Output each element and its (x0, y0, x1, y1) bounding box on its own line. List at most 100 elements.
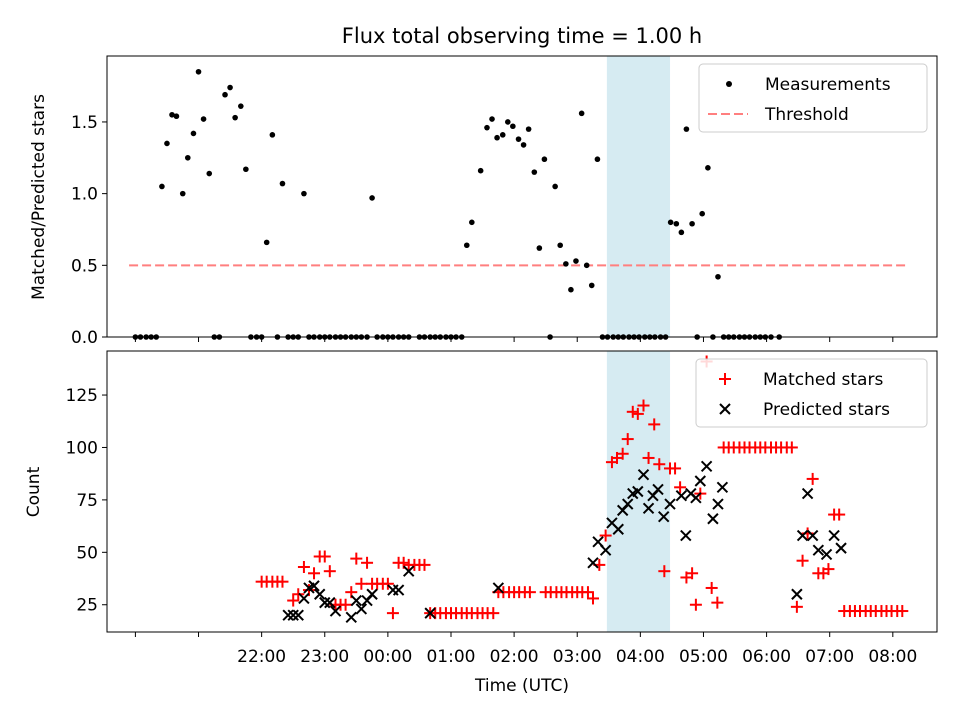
matched-star-point (785, 441, 798, 454)
measurement-point (531, 169, 538, 175)
matched-star-point (642, 451, 655, 464)
matched-star-point (616, 447, 629, 460)
measurement-point (699, 210, 706, 217)
ratio-y-label: Matched/Predicted stars (29, 94, 49, 300)
count-plot-frame (106, 350, 938, 633)
predicted-star-point (652, 483, 664, 496)
count-x-tick-label: 05:00 (679, 647, 728, 667)
matched-star-point (287, 594, 300, 607)
count-x-tick-label: 07:00 (805, 647, 854, 667)
matched-star-point (381, 577, 394, 590)
ratio-y-tick-label: 0.0 (71, 328, 98, 348)
count-y-tick-label: 75 (76, 491, 98, 511)
legend-threshold-label: Threshold (764, 105, 849, 125)
matched-star-point (523, 586, 536, 599)
matched-star-point (487, 607, 500, 620)
measurement-point (206, 170, 213, 177)
ratio-y-tick-label: 1.5 (71, 113, 98, 133)
measurement-point (369, 195, 375, 201)
ratio-plot-frame (106, 55, 938, 338)
chart-title: Flux total observing time = 1.00 h (342, 24, 702, 48)
predicted-star-point (820, 548, 833, 561)
measurement-point (504, 119, 511, 125)
matched-star-point (581, 586, 594, 599)
count-x-tick-label: 08:00 (868, 647, 917, 667)
legend-predicted-marker (719, 403, 731, 415)
predicted-star-point (587, 557, 599, 569)
matched-star-point (653, 458, 666, 471)
matched-star-point (790, 600, 803, 613)
predicted-star-point (345, 611, 357, 624)
predicted-star-point (806, 529, 819, 542)
predicted-star-points (282, 460, 847, 624)
count-x-tick-label: 04:00 (616, 647, 665, 667)
predicted-star-point (350, 594, 363, 607)
measurement-point (463, 242, 470, 249)
measurement-point (588, 282, 595, 289)
measurement-point (552, 183, 558, 190)
predicted-star-point (366, 588, 378, 600)
predicted-star-point (694, 475, 707, 487)
measurement-point (536, 245, 543, 251)
count-legend: Matched stars Predicted stars (695, 358, 928, 428)
count-x-tick-label: 01:00 (426, 647, 475, 667)
matched-star-point (796, 554, 809, 567)
predicted-star-point (492, 582, 505, 594)
predicted-star-point (707, 513, 719, 525)
matched-star-point (896, 605, 909, 618)
predicted-star-point (657, 510, 670, 523)
matched-star-point (626, 405, 639, 418)
predicted-star-point (700, 460, 713, 473)
measurement-point (667, 219, 674, 226)
measurement-point (190, 130, 197, 137)
matched-star-point (355, 577, 368, 590)
predicted-star-point (308, 580, 320, 592)
predicted-star-point (329, 605, 342, 617)
predicted-star-point (637, 469, 650, 481)
predicted-star-point (664, 498, 676, 510)
matched-star-point (658, 565, 671, 578)
measurement-point (689, 220, 695, 227)
ratio-y-tick-label: 0.5 (71, 256, 98, 276)
predicted-star-point (791, 588, 803, 600)
measurement-point (263, 239, 270, 246)
predicted-star-point (599, 544, 612, 556)
measurement-point (673, 220, 680, 227)
matched-star-point (631, 407, 644, 420)
measurement-point (499, 132, 506, 138)
predicted-star-point (632, 485, 644, 498)
matched-star-point (648, 418, 661, 431)
ratio-panel: Flux total observing time = 1.00 h 0.0 0.… (29, 24, 938, 348)
measurement-point (583, 262, 590, 269)
measurement-point (301, 190, 307, 197)
ratio-y-tick-label: 1.0 (71, 185, 98, 205)
matched-star-point (318, 550, 331, 563)
matched-star-point (418, 558, 431, 571)
matched-star-point (686, 567, 699, 580)
legend-predicted-label: Predicted stars (763, 400, 890, 420)
matched-star-point (350, 552, 363, 565)
observing-window-span (606, 56, 671, 337)
count-x-tick-label: 00:00 (363, 647, 412, 667)
predicted-star-point (355, 603, 368, 615)
predicted-star-point (712, 498, 724, 510)
count-x-tick-label: 06:00 (742, 647, 791, 667)
ratio-legend-box (698, 63, 928, 133)
predicted-star-point (642, 502, 655, 514)
count-y-tick-label: 125 (66, 386, 98, 406)
measurement-point (169, 111, 175, 118)
legend-matched-marker (719, 373, 731, 385)
predicted-star-point (690, 492, 702, 504)
measurement-point (227, 84, 233, 91)
count-axis-ticks: 25 50 75 100 125 22:00 23:00 00:00 01:00 02:00 03:… (66, 386, 918, 667)
predicted-star-point (828, 529, 840, 542)
predicted-star-point (287, 609, 299, 621)
measurement-point (494, 134, 500, 141)
matched-star-point (361, 556, 374, 569)
predicted-star-point (835, 542, 847, 554)
count-y-label: Count (24, 466, 44, 517)
count-x-tick-label: 22:00 (237, 647, 286, 667)
count-panel: 25 50 75 100 125 22:00 23:00 00:00 01:00 02:00 03:… (24, 350, 938, 696)
matched-star-point (669, 462, 682, 475)
matched-star-point (822, 563, 835, 576)
